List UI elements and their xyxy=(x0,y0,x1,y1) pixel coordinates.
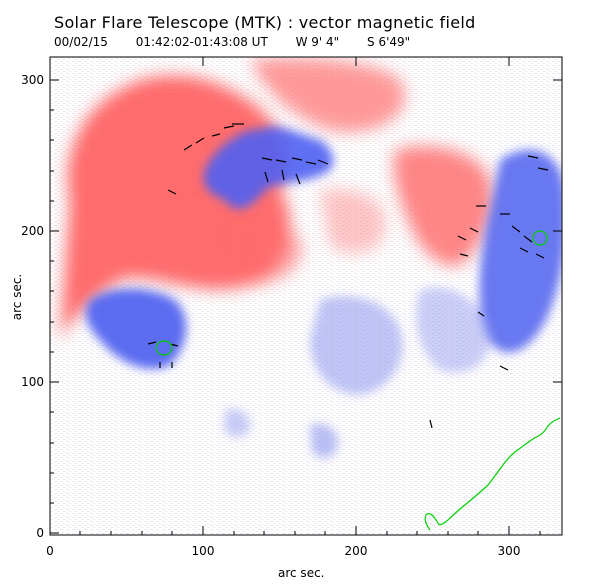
xtick-label: 300 xyxy=(498,544,521,558)
ytick-label: 0 xyxy=(36,526,44,540)
positive-polarity-region xyxy=(60,58,493,340)
field-map xyxy=(50,57,562,535)
limb-contour xyxy=(424,417,561,531)
obs-latitude: S 6'49" xyxy=(367,35,411,49)
plot-title: Solar Flare Telescope (MTK) : vector mag… xyxy=(54,13,476,32)
xtick-label: 0 xyxy=(46,544,54,558)
xtick-label: 200 xyxy=(345,544,368,558)
tick-labels: 0 100 200 300 0 100 200 300 xyxy=(21,73,520,558)
negative-polarity-region xyxy=(85,126,562,459)
axis-ticks xyxy=(49,57,562,535)
obs-longitude: W 9' 4" xyxy=(295,35,340,49)
field-vectors xyxy=(147,123,549,429)
obs-time-range: 01:42:02-01:43:08 UT xyxy=(135,35,268,49)
x-axis-label: arc sec. xyxy=(278,566,325,580)
spot-contours xyxy=(155,230,561,531)
ytick-label: 100 xyxy=(21,375,44,389)
ytick-label: 300 xyxy=(21,73,44,87)
ytick-label: 200 xyxy=(21,224,44,238)
xtick-label: 100 xyxy=(192,544,215,558)
y-axis-label: arc sec. xyxy=(10,273,25,321)
plot-frame xyxy=(49,56,563,536)
observation-info: 00/02/15 01:42:02-01:43:08 UT W 9' 4" S … xyxy=(54,35,434,49)
obs-date: 00/02/15 xyxy=(54,35,108,49)
